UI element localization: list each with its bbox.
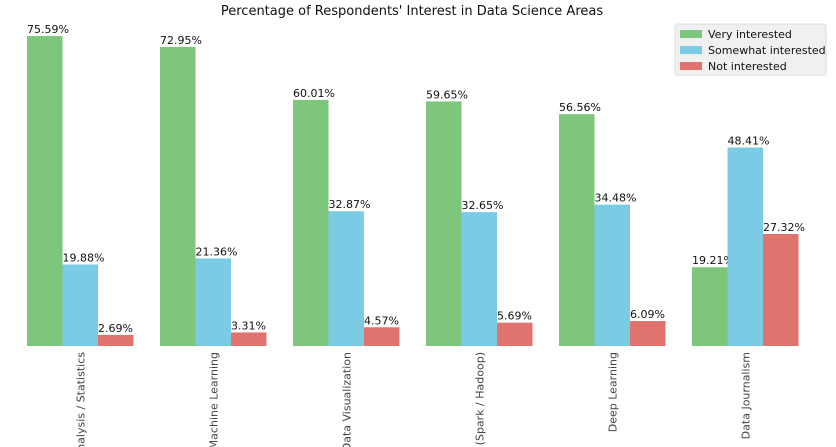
x-tick-label: Data Journalism	[739, 352, 752, 439]
value-label: 21.36%	[196, 245, 238, 258]
legend-box	[674, 23, 827, 76]
x-tick-label: Data Visualization	[340, 352, 353, 447]
value-label: 59.65%	[426, 88, 468, 101]
x-tick-label: Deep Learning	[606, 352, 619, 432]
legend-swatch	[680, 62, 702, 70]
value-label: 32.87%	[329, 198, 371, 211]
bar	[231, 332, 267, 346]
bar	[763, 233, 799, 346]
bar	[594, 204, 630, 346]
bar	[160, 46, 196, 346]
bar	[328, 211, 364, 346]
bar	[293, 99, 329, 346]
value-label: 3.31%	[231, 319, 266, 332]
bar	[559, 114, 595, 346]
value-label: 75.59%	[27, 23, 69, 36]
x-tick-label: Big Data (Spark / Hadoop)	[473, 352, 486, 447]
bar	[195, 258, 231, 346]
value-label: 34.48%	[595, 192, 637, 205]
value-label: 60.01%	[293, 87, 335, 100]
bar	[497, 322, 533, 346]
legend-label: Very interested	[708, 28, 792, 41]
bar	[692, 267, 728, 346]
bar	[426, 101, 462, 346]
legend-label: Not interested	[708, 60, 787, 73]
x-tick-label: Data Analysis / Statistics	[74, 352, 87, 447]
bar	[98, 334, 134, 346]
value-label: 19.21%	[692, 254, 734, 267]
value-label: 72.95%	[160, 34, 202, 47]
legend-label: Somewhat interested	[708, 44, 826, 57]
value-label: 19.88%	[63, 251, 105, 264]
x-tick-label: Machine Learning	[207, 352, 220, 447]
bar	[27, 36, 63, 347]
bar	[727, 147, 763, 346]
value-label: 5.69%	[497, 310, 532, 323]
value-label: 48.41%	[728, 135, 770, 148]
value-label: 6.09%	[630, 308, 665, 321]
bar	[630, 321, 666, 346]
legend-swatch	[680, 30, 702, 38]
value-label: 32.65%	[462, 199, 504, 212]
chart-title: Percentage of Respondents' Interest in D…	[221, 4, 603, 19]
value-label: 4.57%	[364, 314, 399, 327]
value-label: 2.69%	[98, 322, 133, 335]
bar	[364, 327, 400, 346]
value-label: 27.32%	[763, 221, 805, 234]
value-label: 56.56%	[559, 101, 601, 114]
bar	[461, 212, 497, 346]
legend-swatch	[680, 46, 702, 54]
bar	[62, 264, 98, 346]
